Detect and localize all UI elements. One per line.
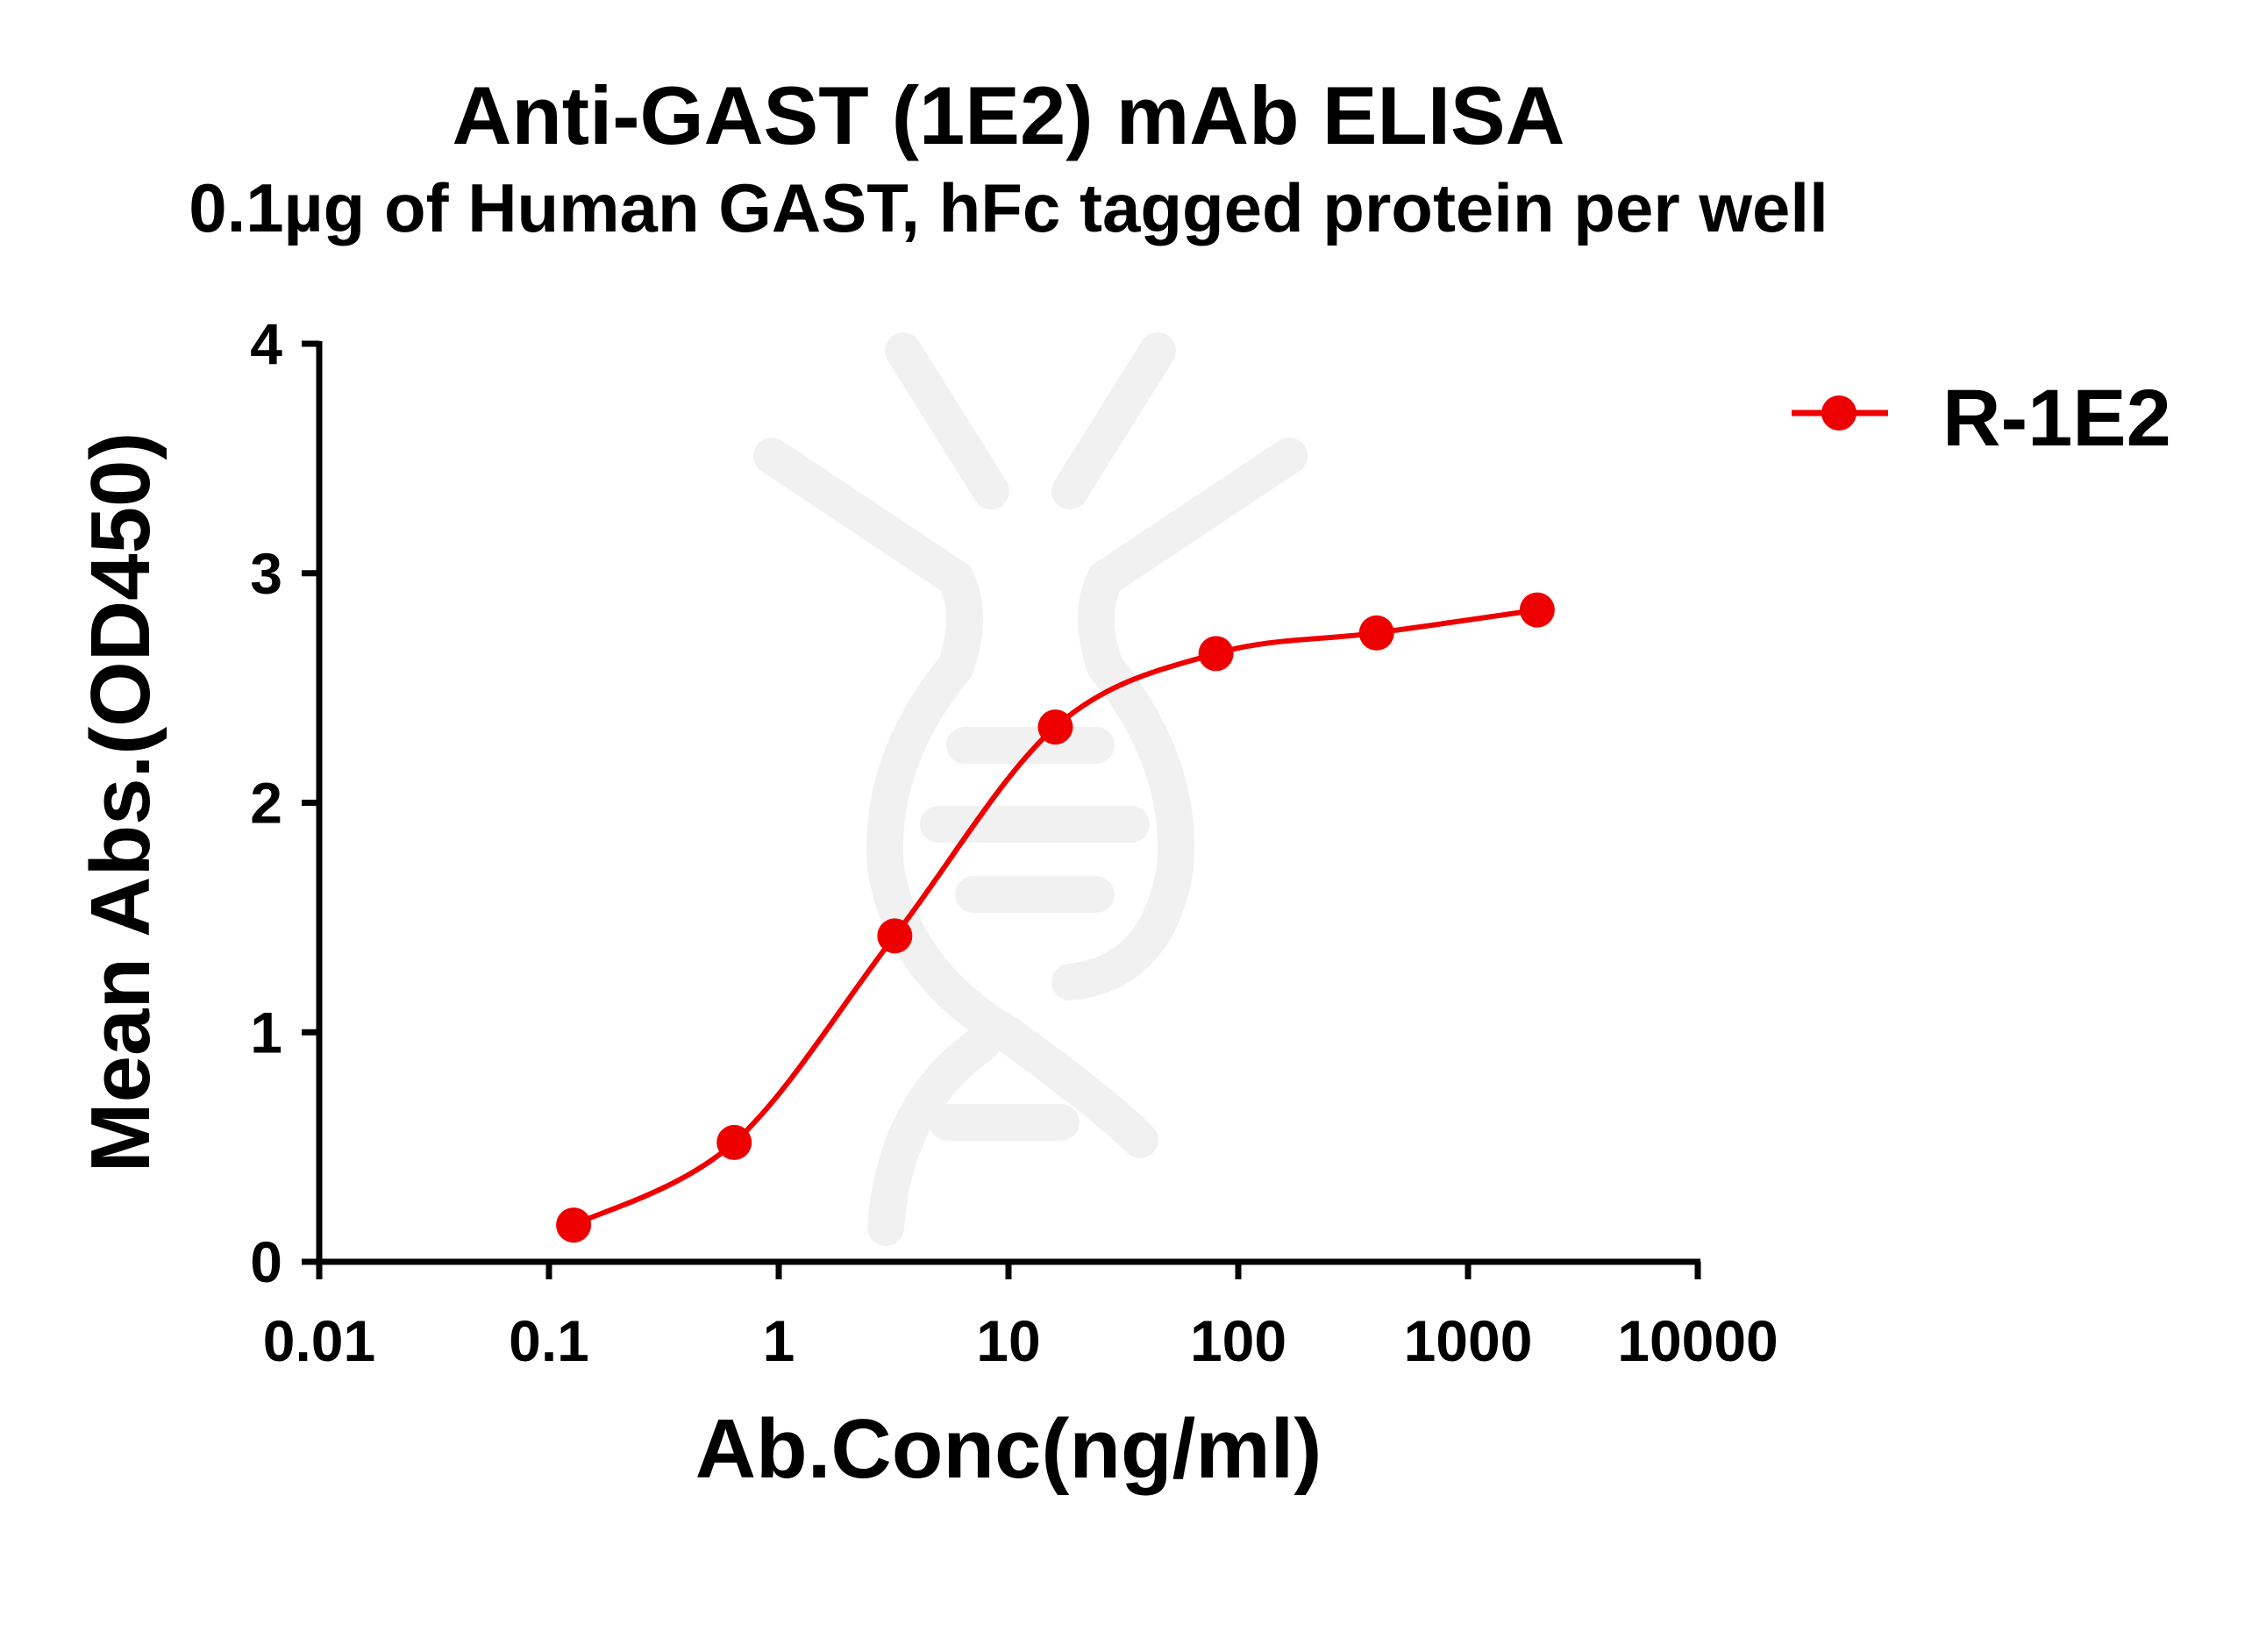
x-axis-label: Ab.Conc(ng/ml) xyxy=(695,1402,1322,1496)
watermark-logo xyxy=(753,332,1308,1246)
plot-area xyxy=(556,592,1555,1243)
y-tick-label: 1 xyxy=(250,1000,282,1065)
legend-label: R-1E2 xyxy=(1942,374,2171,463)
data-point xyxy=(1037,709,1073,745)
data-point xyxy=(556,1207,592,1243)
y-tick-label: 4 xyxy=(250,311,282,376)
y-axis-label: Mean Abs.(OD450) xyxy=(74,432,167,1173)
y-tick-label: 2 xyxy=(250,771,282,836)
y-tick-label: 3 xyxy=(250,541,282,606)
data-point xyxy=(877,918,913,954)
data-point xyxy=(1519,592,1555,628)
x-tick-label: 10000 xyxy=(1617,1308,1778,1373)
x-tick-label: 1 xyxy=(763,1308,795,1373)
data-point xyxy=(1198,636,1234,672)
chart-subtitle: 0.1µg of Human GAST, hFc tagged protein … xyxy=(189,169,1828,246)
x-tick-label: 0.01 xyxy=(263,1308,375,1373)
x-tick-label: 0.1 xyxy=(509,1308,589,1373)
legend-marker xyxy=(1821,395,1857,431)
x-tick-label: 10 xyxy=(976,1308,1040,1373)
x-tick-label: 1000 xyxy=(1404,1308,1533,1373)
axes: 0.01 0.1 1 10 100 1000 10000 0 1 2 3 4 xyxy=(250,311,1778,1373)
legend: R-1E2 xyxy=(1792,374,2171,463)
y-tick-label: 0 xyxy=(250,1229,282,1294)
data-point xyxy=(716,1124,752,1160)
data-point xyxy=(1358,615,1394,651)
chart-title: Anti-GAST (1E2) mAb ELISA xyxy=(452,69,1564,161)
x-tick-label: 100 xyxy=(1190,1308,1286,1373)
